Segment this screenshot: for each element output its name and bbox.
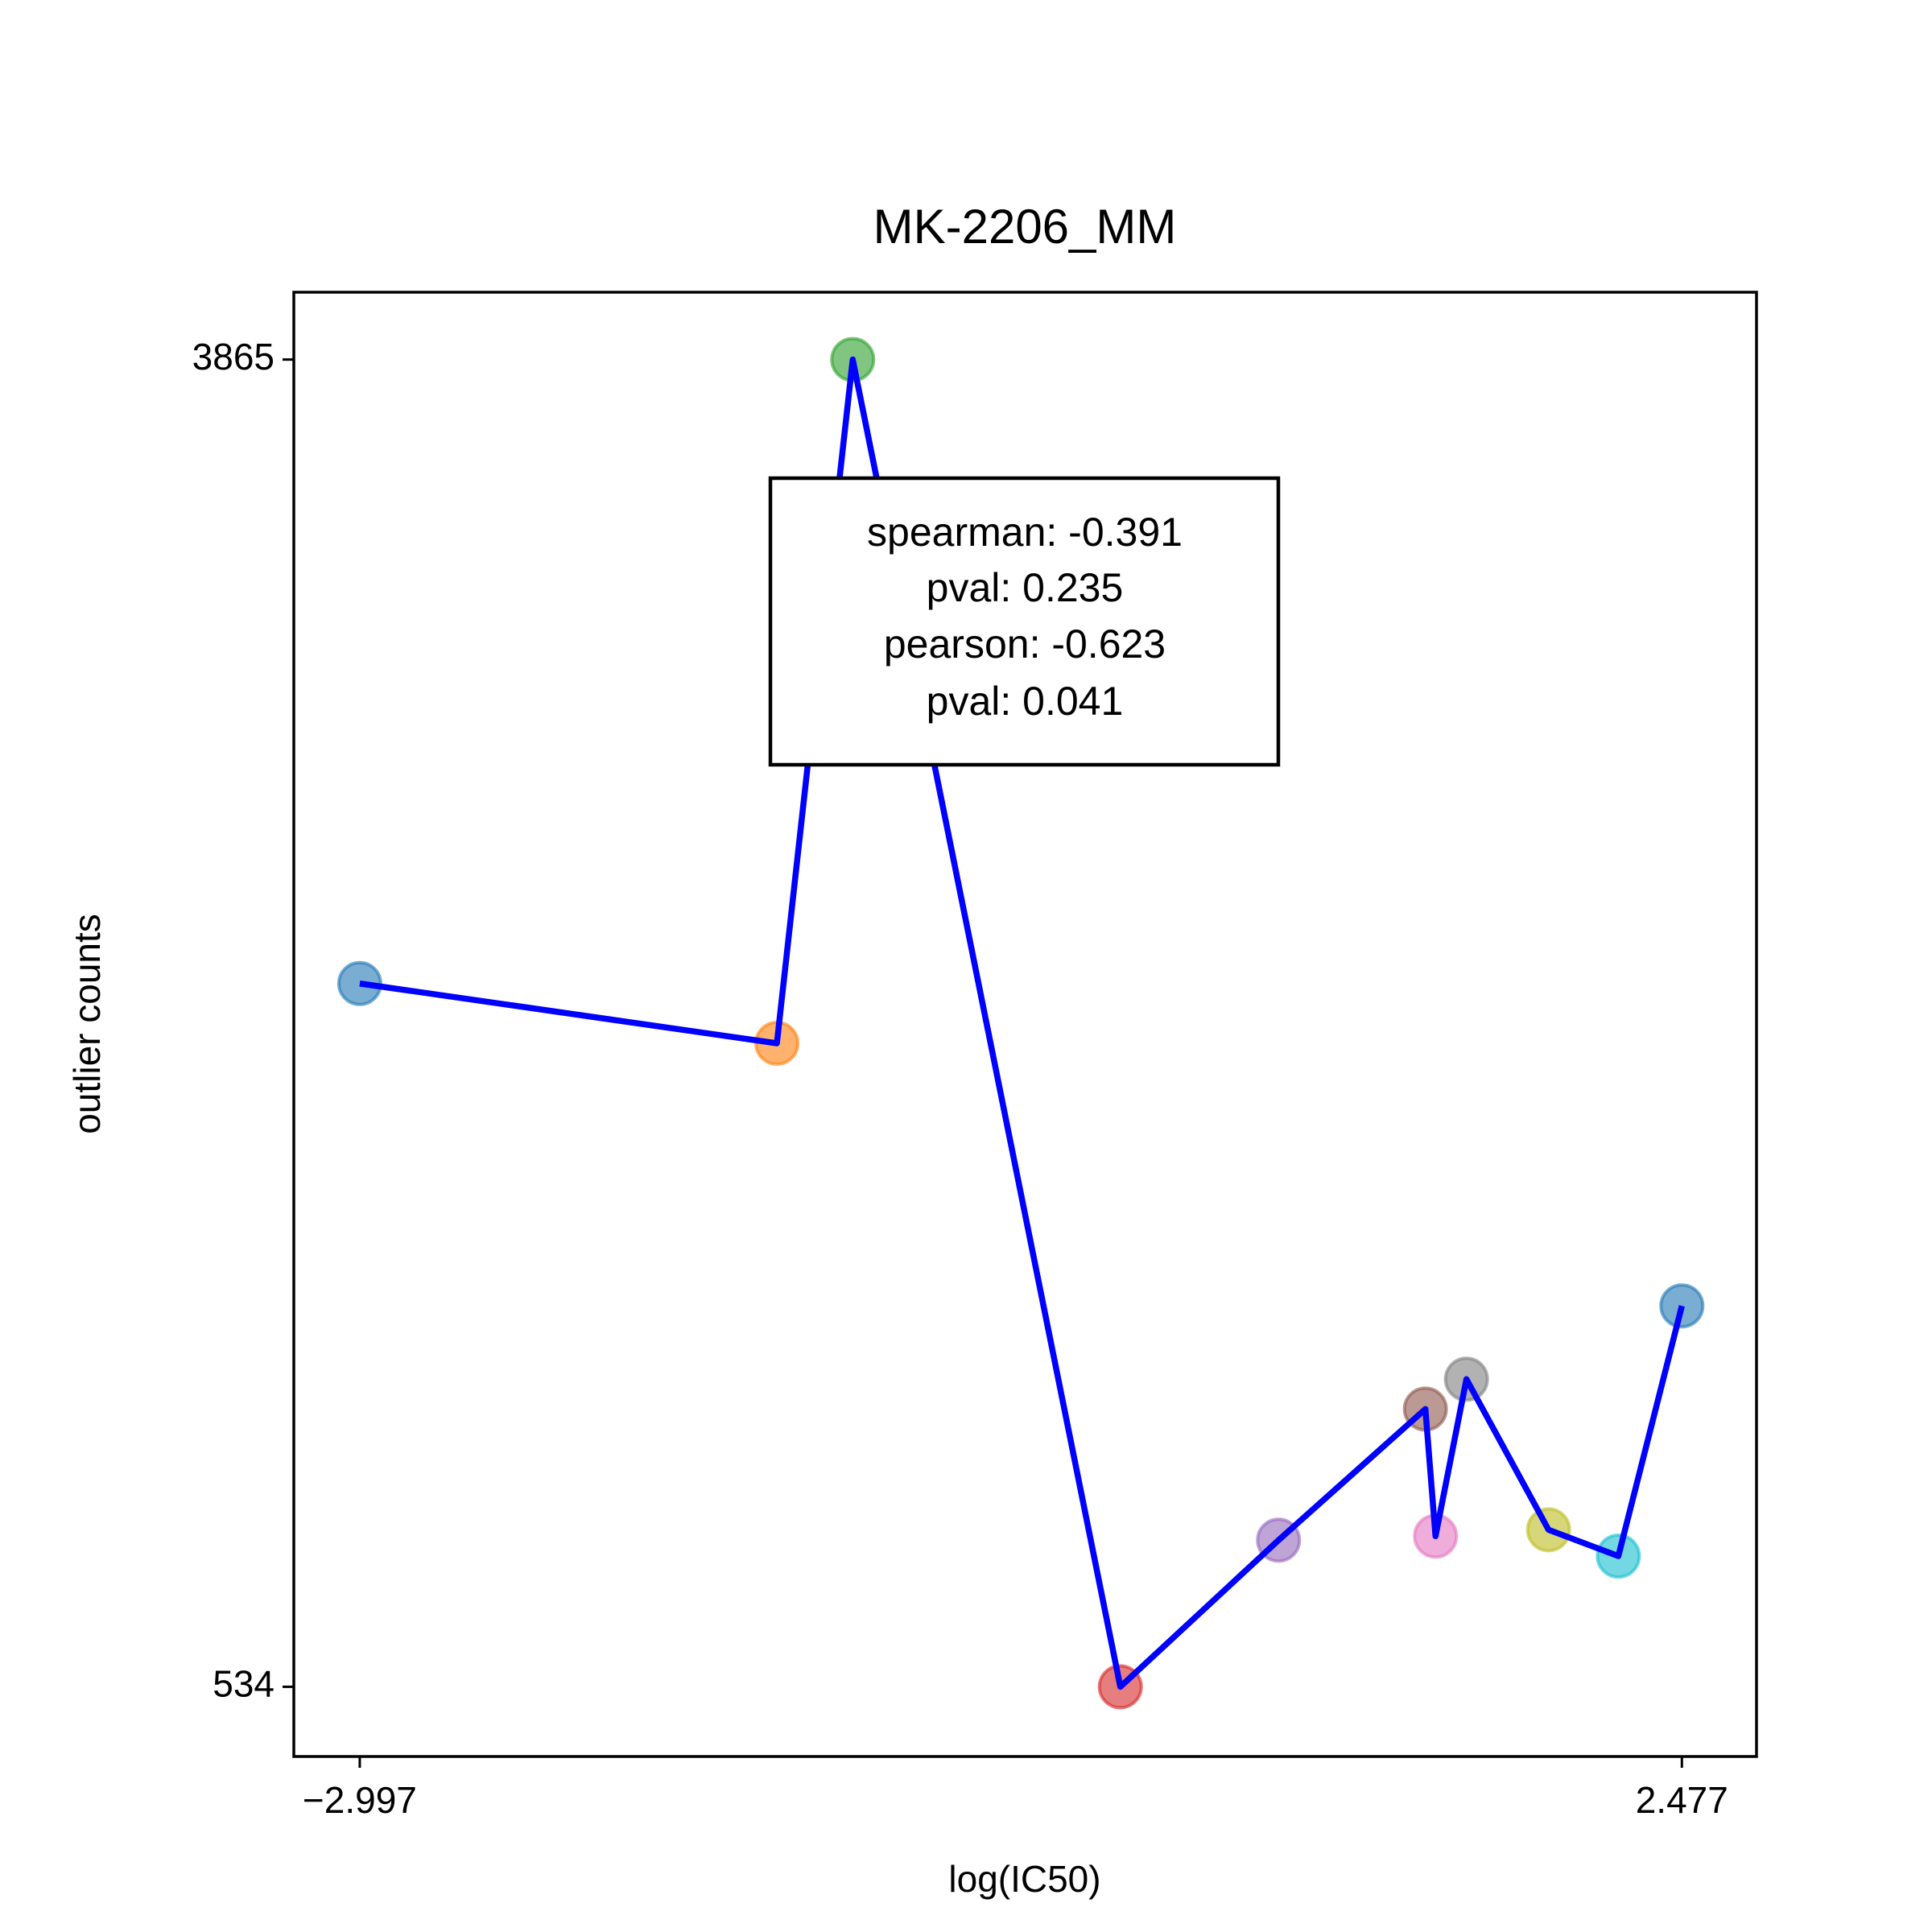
annotation-box <box>768 476 1281 767</box>
annotation-line: pval: 0.235 <box>927 565 1124 610</box>
x-tick-label: −2.997 <box>303 1779 417 1821</box>
x-axis-label: log(IC50) <box>948 1858 1100 1900</box>
x-tick-label: 2.477 <box>1636 1779 1728 1821</box>
chart-title: MK-2206_MM <box>873 200 1177 254</box>
annotation-line: spearman: -0.391 <box>867 510 1183 555</box>
y-tick-label: 3865 <box>192 336 275 378</box>
y-axis-label: outlier counts <box>66 914 108 1134</box>
axes-frame <box>292 291 1758 1758</box>
y-tick-label: 534 <box>213 1663 275 1705</box>
annotation-line: pearson: -0.623 <box>884 621 1166 667</box>
annotation-line: pval: 0.041 <box>927 679 1124 724</box>
